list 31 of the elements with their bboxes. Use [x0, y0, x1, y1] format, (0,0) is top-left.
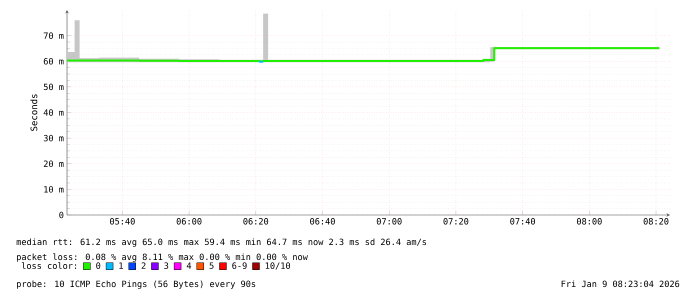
legend-label: 0 — [96, 262, 100, 269]
y-tick-label: 50 m — [44, 84, 64, 90]
text: packet loss: 0.08 % avg 8.11 % max 0.00 % min 0.00 % now — [17, 253, 308, 262]
y-tick-label: 0 — [59, 212, 64, 218]
legend-label: 1 — [119, 262, 123, 269]
text: Fri Jan 9 08:23:04 2026 — [562, 280, 680, 288]
x-tick-label: 08:20 — [644, 218, 668, 225]
y-tick-label: 30 m — [44, 134, 64, 142]
x-tick-label: 07:00 — [376, 218, 402, 225]
y-tick-label: 40 m — [44, 109, 64, 116]
y-axis-title: Seconds — [30, 94, 38, 131]
text: probe: 10 ICMP Echo Pings (56 Bytes) every 90s — [17, 280, 256, 289]
x-tick-label: 06:00 — [176, 218, 202, 225]
legend-label: 10/10 — [266, 262, 290, 270]
x-tick-label: 07:40 — [510, 218, 536, 225]
y-tick-label: 60 m — [44, 58, 64, 65]
x-tick-label: 08:00 — [576, 218, 602, 225]
legend-label: 2 — [142, 262, 146, 269]
y-tick-label: 70 m — [44, 32, 64, 39]
text: median rtt: 61.2 ms avg 65.0 ms max 59.4 ms min 64.7 ms now 2.3 ms sd 26.4 am/s — [16, 238, 426, 247]
x-tick-label: 05:40 — [110, 218, 135, 225]
x-tick-label: 07:20 — [444, 218, 468, 225]
y-tick-label: 10 m — [44, 186, 64, 193]
x-tick-label: 06:20 — [243, 218, 268, 225]
x-tick-label: 06:40 — [310, 218, 335, 225]
legend-label: 3 — [164, 262, 168, 269]
legend-label: 4 — [186, 262, 192, 269]
legend-title: loss color: — [22, 262, 76, 269]
legend-label: 6-9 — [232, 262, 247, 269]
y-tick-label: 20 m — [44, 160, 64, 167]
legend-label: 5 — [210, 262, 214, 269]
